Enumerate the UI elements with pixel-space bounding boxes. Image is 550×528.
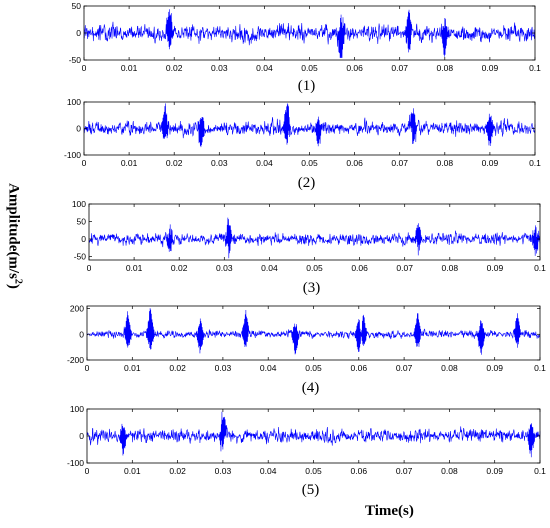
shared-y-axis-label: Amplitude(m/s2) xyxy=(5,183,24,289)
y-tick-label: 0 xyxy=(79,431,84,441)
x-tick-label: 0.09 xyxy=(487,263,504,273)
x-tick-label: 0 xyxy=(85,363,90,373)
x-tick-label: 0.1 xyxy=(534,263,546,273)
signal-trace-1 xyxy=(83,9,536,58)
x-tick-label: 0.04 xyxy=(261,263,278,273)
x-tick-label: 0.02 xyxy=(166,63,183,73)
x-tick-label: 0.09 xyxy=(482,63,499,73)
x-tick-label: 0.04 xyxy=(256,63,273,73)
x-tick-label: 0.08 xyxy=(441,363,458,373)
x-tick-label: 0.07 xyxy=(391,158,408,168)
x-tick-label: 0.04 xyxy=(260,466,277,476)
x-tick-label: 0.02 xyxy=(171,263,188,273)
subplot-4: 0 0.01 0.02 0.03 0.04 0.05 0.06 0.07 0.08 0.09 0.1… xyxy=(67,304,546,396)
subplot-caption: (5) xyxy=(302,482,320,498)
x-tick-label: 0.01 xyxy=(121,63,138,73)
x-tick-label: 0.04 xyxy=(260,363,277,373)
subplot-2: 0 0.01 0.02 0.03 0.04 0.05 0.06 0.07 0.08 0.09 0.1… xyxy=(64,97,541,191)
y-tick-label: -200 xyxy=(67,355,84,365)
x-tick-label: 0.03 xyxy=(215,363,232,373)
x-tick-label: 0.01 xyxy=(124,363,141,373)
plot-frame xyxy=(88,203,541,261)
y-tick-label: -50 xyxy=(69,55,82,65)
subplot-caption: (3) xyxy=(303,280,321,296)
y-tick-label: 100 xyxy=(72,199,86,209)
x-tick-label: 0.05 xyxy=(305,466,322,476)
x-tick-label: 0.06 xyxy=(351,263,368,273)
y-tick-label: -100 xyxy=(67,458,84,468)
x-tick-label: 0.07 xyxy=(391,63,408,73)
y-tick-label: -100 xyxy=(64,150,81,160)
x-tick-label: 0.02 xyxy=(166,158,183,168)
subplot-1: 0 0.01 0.02 0.03 0.04 0.05 0.06 0.07 0.08 0.09 0.1… xyxy=(69,1,541,94)
x-tick-label: 0.07 xyxy=(396,263,413,273)
subplot-5: 0 0.01 0.02 0.03 0.04 0.05 0.06 0.07 0.08 0.09 0.1… xyxy=(67,404,546,498)
y-tick-label: -50 xyxy=(74,252,87,262)
x-tick-label: 0 xyxy=(82,63,87,73)
x-tick-label: 0.08 xyxy=(441,466,458,476)
x-tick-label: 0.05 xyxy=(301,158,318,168)
x-tick-label: 0.05 xyxy=(301,63,318,73)
y-tick-label: 0 xyxy=(76,124,81,134)
x-tick-label: 0.06 xyxy=(351,466,368,476)
x-tick-label: 0.05 xyxy=(306,263,323,273)
y-tick-label: 200 xyxy=(70,304,84,314)
x-tick-label: 0.06 xyxy=(346,158,363,168)
x-tick-label: 0.07 xyxy=(396,466,413,476)
x-tick-label: 0.03 xyxy=(215,466,232,476)
y-tick-label: 0 xyxy=(81,234,86,244)
x-tick-label: 0.08 xyxy=(442,263,459,273)
subplot-caption: (4) xyxy=(302,380,320,396)
x-tick-label: 0.02 xyxy=(169,363,186,373)
x-tick-label: 0.1 xyxy=(529,63,541,73)
x-tick-label: 0.03 xyxy=(216,263,233,273)
x-tick-label: 0.09 xyxy=(486,363,503,373)
x-tick-label: 0.02 xyxy=(169,466,186,476)
subplot-caption: (1) xyxy=(298,78,316,94)
x-tick-label: 0.09 xyxy=(482,158,499,168)
x-tick-label: 0.04 xyxy=(256,158,273,168)
signal-trace-5 xyxy=(86,411,541,458)
x-tick-label: 0.1 xyxy=(534,466,546,476)
x-tick-label: 0.06 xyxy=(351,363,368,373)
x-tick-label: 0.03 xyxy=(211,63,228,73)
x-tick-label: 0 xyxy=(87,263,92,273)
x-tick-label: 0.01 xyxy=(126,263,143,273)
subplot-caption: (2) xyxy=(298,175,316,191)
x-tick-label: 0.01 xyxy=(121,158,138,168)
signal-trace-3 xyxy=(88,217,541,259)
y-tick-label: 0 xyxy=(79,329,84,339)
y-tick-label: 100 xyxy=(70,404,84,414)
x-tick-label: 0.03 xyxy=(211,158,228,168)
y-tick-label: 50 xyxy=(72,1,82,11)
x-tick-label: 0.05 xyxy=(305,363,322,373)
x-tick-label: 0 xyxy=(82,158,87,168)
signal-trace-2 xyxy=(83,103,536,148)
x-tick-label: 0.08 xyxy=(437,158,454,168)
y-tick-label: 50 xyxy=(77,217,87,227)
x-tick-label: 0.1 xyxy=(534,363,546,373)
subplot-3: 0 0.01 0.02 0.03 0.04 0.05 0.06 0.07 0.08 0.09 0.1… xyxy=(72,199,546,296)
signal-trace-4 xyxy=(86,308,541,355)
x-tick-label: 0.09 xyxy=(486,466,503,476)
x-tick-label: 0.1 xyxy=(529,158,541,168)
y-tick-label: 0 xyxy=(76,28,81,38)
x-tick-label: 0.08 xyxy=(437,63,454,73)
x-tick-label: 0.07 xyxy=(396,363,413,373)
x-tick-label: 0.01 xyxy=(124,466,141,476)
shared-x-axis-label: Time(s) xyxy=(365,503,414,519)
y-tick-label: 100 xyxy=(67,97,81,107)
x-tick-label: 0 xyxy=(85,466,90,476)
x-tick-label: 0.06 xyxy=(346,63,363,73)
